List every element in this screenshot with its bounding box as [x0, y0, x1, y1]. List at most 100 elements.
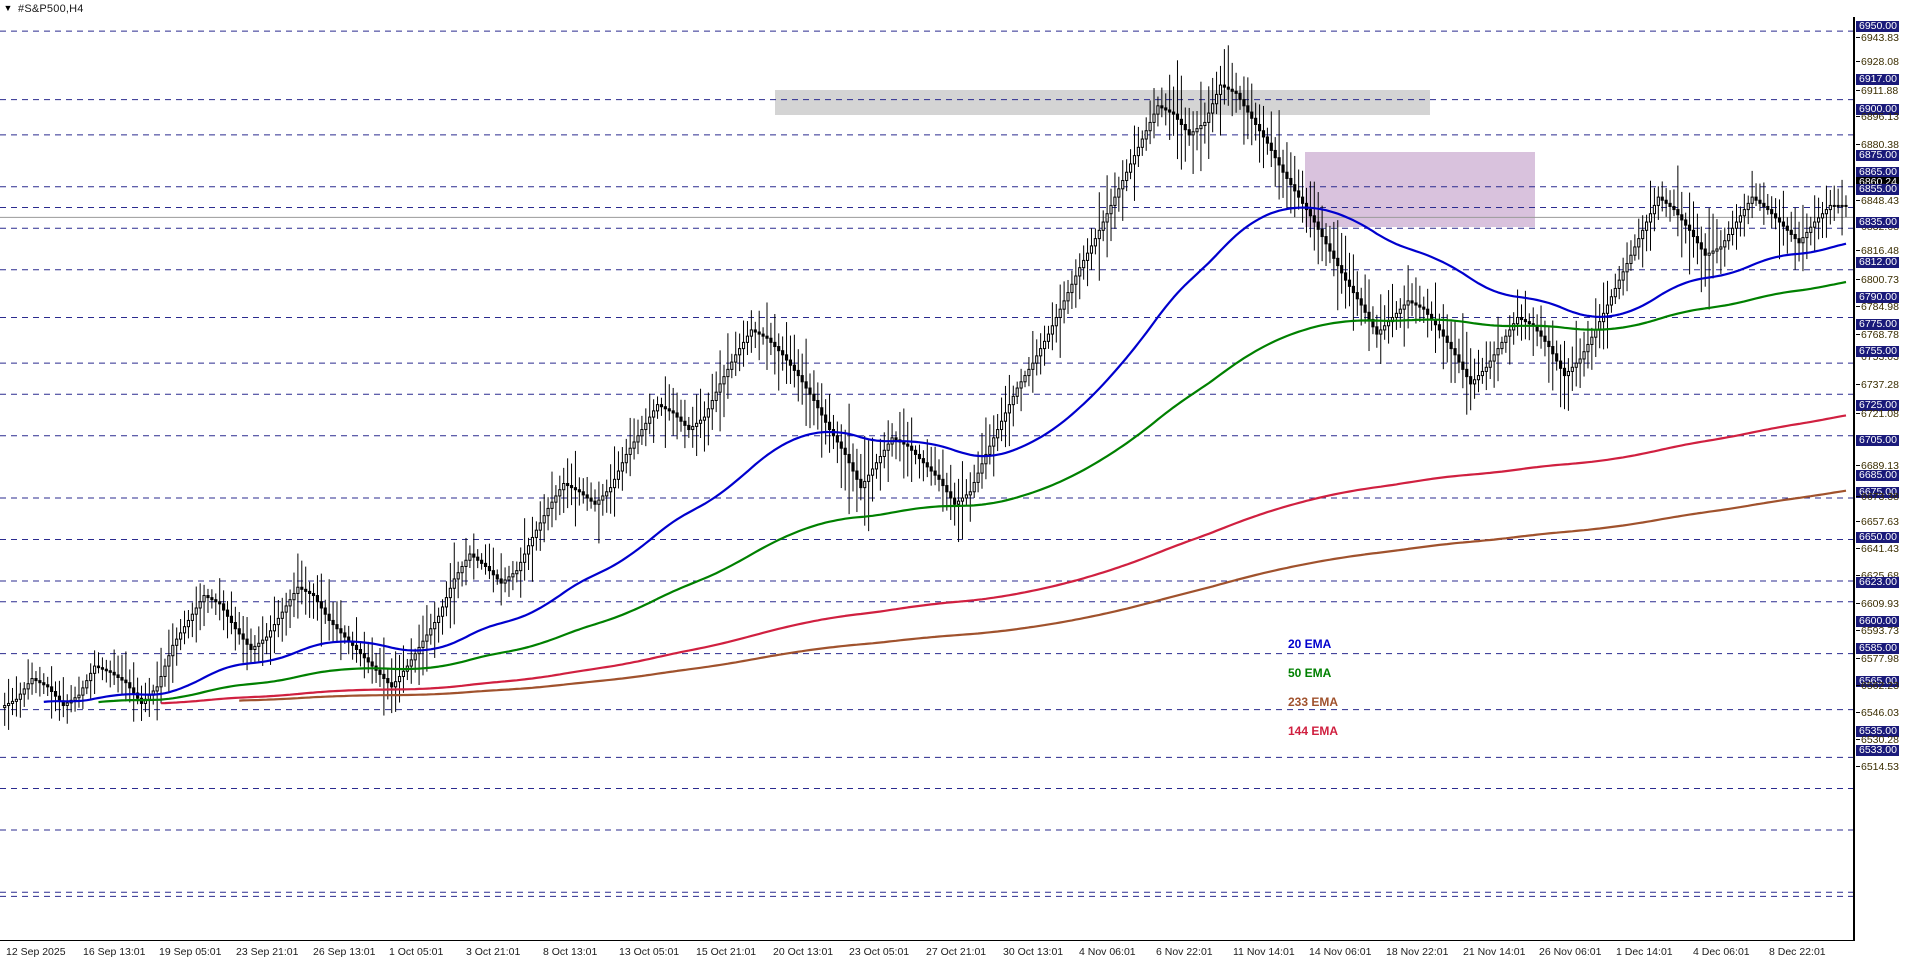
- axis-tick-mark: [1856, 200, 1860, 202]
- candle-body: [1844, 204, 1848, 207]
- candle-body: [370, 661, 374, 667]
- candle-body: [1257, 124, 1262, 132]
- candle-body: [1340, 265, 1344, 274]
- axis-tick-mark: [1856, 384, 1860, 386]
- candle-body: [1132, 155, 1137, 165]
- candle-body: [335, 624, 339, 630]
- candle-body: [1285, 171, 1289, 179]
- candle-body: [1633, 246, 1637, 256]
- candle-body: [1015, 387, 1019, 397]
- candle-body: [1109, 204, 1113, 215]
- candle-body: [292, 592, 296, 601]
- price-value: 6600.00: [1859, 615, 1897, 627]
- candle-body: [1226, 86, 1230, 90]
- price-level-label: 6535.00: [1856, 726, 1899, 737]
- candle-body: [511, 573, 515, 578]
- candle-body: [886, 443, 890, 451]
- candle-body: [542, 515, 546, 524]
- candle-body: [1136, 146, 1140, 157]
- price-level-label: 6705.00: [1856, 435, 1899, 446]
- time-tick-label: 16 Sep 13:01: [83, 946, 146, 958]
- candle-body: [1719, 246, 1723, 250]
- price-axis[interactable]: 6959.586950.006943.836928.086917.006911.…: [1855, 0, 1916, 941]
- legend-item-50-ema: 50 EMA: [1288, 659, 1338, 688]
- price-tick-label: 6546.03: [1855, 708, 1899, 719]
- candle-body: [1480, 370, 1484, 377]
- price-tick-label: 6689.13: [1855, 461, 1899, 472]
- candle-body: [1230, 88, 1234, 92]
- chart-canvas[interactable]: [0, 0, 1853, 940]
- price-value: 6896.13: [1861, 111, 1899, 123]
- candle-body: [777, 346, 781, 352]
- candle-body: [1359, 298, 1363, 306]
- axis-tick-mark: [1856, 575, 1860, 577]
- candle-body: [1152, 113, 1156, 123]
- price-level-label: 6533.00: [1856, 745, 1899, 756]
- candle-body: [1187, 129, 1191, 136]
- candle-body: [1570, 366, 1574, 372]
- candle-body: [530, 536, 535, 547]
- candle-body: [1766, 205, 1770, 211]
- last-price-label: 6860.24: [1856, 177, 1899, 188]
- candle-body: [50, 686, 54, 693]
- candle-body: [1214, 93, 1219, 105]
- candle-body: [679, 416, 683, 422]
- candle-body: [1699, 242, 1703, 250]
- candle-body: [1394, 312, 1398, 318]
- candle-body: [1695, 236, 1699, 244]
- candle-body: [964, 494, 968, 499]
- price-level-label: 6812.00: [1856, 257, 1899, 268]
- candle-body: [1277, 157, 1281, 166]
- candle-body: [769, 337, 773, 343]
- triangle-down-icon[interactable]: ▼: [3, 3, 13, 13]
- candle-body: [1344, 272, 1348, 281]
- legend-item-144-ema: 144 EMA: [1288, 717, 1338, 746]
- candle-body: [1797, 238, 1801, 244]
- candle-body: [870, 468, 875, 476]
- price-value: 6705.00: [1859, 434, 1897, 446]
- price-value: 6673.38: [1861, 491, 1899, 503]
- candle-body: [124, 679, 128, 684]
- candle-body: [847, 453, 851, 464]
- candle-body: [397, 675, 402, 683]
- candle-body: [1238, 92, 1242, 101]
- candle-body: [1664, 199, 1668, 204]
- price-tick-label: 6768.78: [1855, 330, 1899, 341]
- candle-body: [1445, 335, 1449, 343]
- chart-plot-area[interactable]: 20 EMA 50 EMA 233 EMA 144 EMA: [0, 0, 1855, 941]
- candle-body: [714, 391, 718, 401]
- price-value: 6562.23: [1861, 680, 1899, 692]
- candle-body: [1070, 283, 1074, 294]
- candle-body: [1734, 221, 1739, 229]
- time-tick-label: 12 Sep 2025: [6, 946, 66, 958]
- candle-body: [601, 495, 605, 501]
- candle-body: [308, 590, 312, 594]
- candle-body: [1254, 117, 1258, 126]
- candle-body: [1347, 279, 1352, 287]
- candle-body: [996, 429, 1000, 439]
- legend-label-144-ema: 144 EMA: [1288, 724, 1339, 738]
- candle-body: [237, 628, 241, 635]
- price-value: 6880.38: [1861, 139, 1899, 151]
- candle-body: [937, 474, 941, 480]
- candle-body: [1156, 105, 1160, 115]
- price-value: 6609.93: [1861, 598, 1899, 610]
- candle-body: [1504, 335, 1508, 343]
- time-tick-label: 3 Oct 21:01: [466, 946, 521, 958]
- candle-body: [1418, 304, 1422, 308]
- candle-body: [984, 453, 988, 465]
- price-level-label: 6675.00: [1856, 487, 1899, 498]
- candle-body: [1793, 233, 1797, 240]
- candle-body: [1058, 308, 1062, 318]
- candle-body: [1269, 142, 1273, 151]
- candle-body: [648, 416, 652, 424]
- time-tick-label: 11 Nov 14:01: [1233, 946, 1295, 958]
- candle-body: [323, 607, 327, 615]
- candle-body: [1562, 367, 1567, 377]
- candle-body: [472, 553, 476, 558]
- time-tick-label: 13 Oct 05:01: [619, 946, 680, 958]
- time-tick-label: 1 Dec 14:01: [1616, 946, 1673, 958]
- candle-body: [1738, 215, 1742, 223]
- candle-body: [167, 655, 171, 667]
- time-axis[interactable]: 12 Sep 2025 16 Sep 13:01 19 Sep 05:01 23 Se…: [0, 942, 1916, 963]
